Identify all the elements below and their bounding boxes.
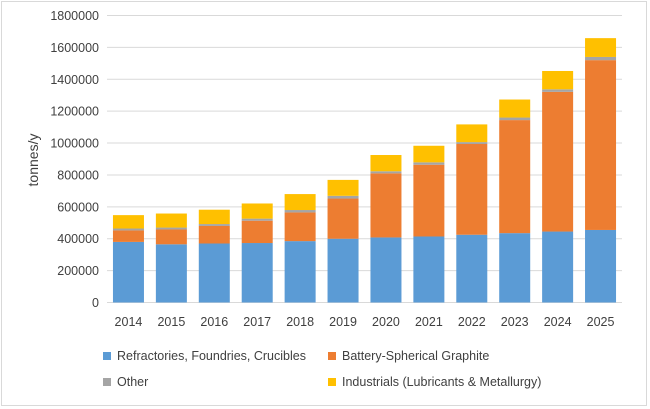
bar-segment: [499, 120, 531, 234]
bar-segment: [499, 233, 531, 303]
bar-segment: [370, 237, 402, 303]
x-tick-label: 2025: [587, 315, 615, 329]
bar-segment: [284, 212, 316, 242]
bar-segment: [413, 145, 445, 163]
bar-segment: [284, 194, 316, 211]
legend-label: Other: [117, 375, 149, 389]
x-tick-label: 2020: [372, 315, 400, 329]
bar-segment: [284, 210, 316, 213]
bar-segment: [241, 220, 273, 244]
x-tick-label: 2018: [286, 315, 314, 329]
bar-segment: [413, 164, 445, 237]
x-tick-label: 2015: [157, 315, 185, 329]
legend-swatch: [328, 378, 336, 386]
y-tick-label: 1400000: [50, 73, 99, 87]
y-tick-label: 600000: [57, 200, 99, 214]
y-axis-label: tonnes/y: [25, 134, 41, 187]
x-tick-label: 2023: [501, 315, 529, 329]
bar-segment: [456, 124, 488, 143]
bar-segment: [327, 179, 359, 196]
bar-segment: [542, 70, 574, 90]
bar-segment: [327, 238, 359, 303]
bar-segment: [198, 224, 230, 226]
gridlines: [107, 15, 622, 303]
legend-swatch: [103, 378, 111, 386]
bar-segment: [585, 56, 617, 61]
bar-segment: [112, 228, 144, 231]
bar-segment: [413, 236, 445, 303]
legend-item: Other: [103, 375, 148, 389]
bar-segment: [585, 60, 617, 230]
bars: [112, 38, 617, 303]
y-tick-label: 1600000: [50, 41, 99, 55]
x-tick-label: 2016: [200, 315, 228, 329]
y-tick-label: 200000: [57, 264, 99, 278]
bar-segment: [284, 241, 316, 303]
legend-item: Industrials (Lubricants & Metallurgy): [328, 375, 541, 389]
legend-label: Refractories, Foundries, Crucibles: [117, 349, 306, 363]
x-tick-label: 2024: [544, 315, 572, 329]
bar-segment: [585, 229, 617, 303]
bar-segment: [112, 241, 144, 303]
y-tick-labels: 0 200000 400000 600000 800000 1000000 1200000 1…: [50, 9, 99, 310]
legend-item: Refractories, Foundries, Crucibles: [103, 349, 306, 363]
bar-segment: [370, 155, 402, 172]
x-tick-label: 2022: [458, 315, 486, 329]
bar-segment: [413, 162, 445, 165]
bar-segment: [456, 142, 488, 145]
legend-swatch: [103, 352, 111, 360]
x-tick-label: 2019: [329, 315, 357, 329]
x-tick-label: 2014: [115, 315, 143, 329]
bar-segment: [370, 171, 402, 174]
bar-segment: [542, 89, 574, 92]
bar-segment: [327, 195, 359, 199]
bar-segment: [542, 91, 574, 232]
bar-segment: [241, 243, 273, 303]
legend-label: Battery-Spherical Graphite: [342, 349, 490, 363]
bar-segment: [155, 213, 187, 228]
legend-item: Battery-Spherical Graphite: [328, 349, 489, 363]
bar-segment: [499, 99, 531, 118]
y-tick-label: 1800000: [50, 9, 99, 23]
bar-segment: [499, 117, 531, 121]
bar-segment: [112, 215, 144, 229]
bar-segment: [198, 243, 230, 303]
bar-segment: [456, 234, 488, 303]
bar-segment: [198, 225, 230, 244]
y-tick-label: 0: [92, 296, 99, 310]
bar-segment: [241, 203, 273, 219]
x-tick-label: 2021: [415, 315, 443, 329]
bar-segment: [112, 230, 144, 242]
bar-segment: [585, 38, 617, 57]
y-tick-label: 1000000: [50, 137, 99, 151]
legend-swatch: [328, 352, 336, 360]
bar-segment: [198, 209, 230, 225]
x-tick-labels: 2014 2015 2016 2017 2018 2019 2020 2021 2022 2023…: [115, 315, 615, 329]
bar-segment: [542, 231, 574, 303]
bar-segment: [370, 173, 402, 238]
bar-segment: [155, 244, 187, 303]
bar-segment: [456, 144, 488, 235]
y-tick-label: 1200000: [50, 105, 99, 119]
y-tick-label: 400000: [57, 232, 99, 246]
y-tick-label: 800000: [57, 168, 99, 182]
bar-segment: [241, 218, 273, 221]
x-tick-label: 2017: [243, 315, 271, 329]
legend-label: Industrials (Lubricants & Metallurgy): [342, 375, 542, 389]
bar-segment: [155, 227, 187, 230]
bar-segment: [327, 198, 359, 239]
bar-segment: [155, 229, 187, 245]
